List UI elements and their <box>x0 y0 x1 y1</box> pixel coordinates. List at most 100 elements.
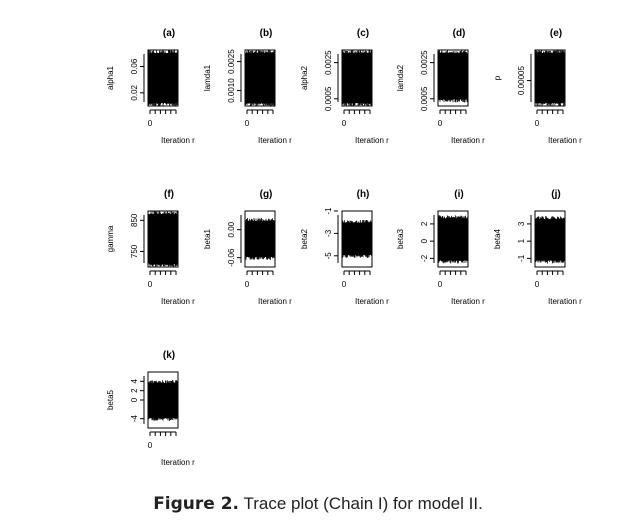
trace-line <box>147 211 179 267</box>
panel-label: (i) <box>454 189 463 200</box>
panel-label: (d) <box>453 28 466 39</box>
x-axis-label: Iteration r <box>161 297 195 306</box>
x-axis-label: Iteration r <box>161 458 195 467</box>
y-axis-label: beta4 <box>493 228 502 249</box>
y-tick-label: 750 <box>130 244 139 258</box>
plot-frame <box>244 49 276 107</box>
y-tick-label: -2 <box>420 254 429 262</box>
trace-line <box>534 50 566 106</box>
y-tick-label: 4 <box>130 379 139 384</box>
y-tick-label: -3 <box>324 229 333 237</box>
y-tick-label: 0 <box>130 397 139 402</box>
x-axis-label: Iteration r <box>548 136 582 145</box>
trace-panel: (f) 750 850 gamma 0 Iteration r <box>106 189 195 306</box>
trace-panel: (j) -1 1 3 beta4 0 Iteration r <box>493 189 582 306</box>
y-tick-label: 0.0010 <box>227 78 236 103</box>
y-axis-label: lamda1 <box>203 64 212 91</box>
trace-panel: (h) -5 -3 -1 beta2 0 Iteration r <box>300 189 389 306</box>
trace-line <box>244 50 276 106</box>
y-axis-label: alpha2 <box>300 65 309 90</box>
trace-line <box>147 380 179 421</box>
trace-line <box>341 219 373 258</box>
trace-panel: (e) 0.00005 p 0 Iteration r <box>493 28 582 145</box>
y-axis-label: gamma <box>106 225 115 252</box>
y-tick-label: 3 <box>517 221 526 226</box>
y-tick-label: 0 <box>420 238 429 243</box>
y-tick-label: 0.0005 <box>420 86 429 111</box>
x-axis-label: Iteration r <box>355 136 389 145</box>
x-tick-label: 0 <box>148 441 153 450</box>
trace-panel: (d) 0.0005 0.0025 lamda2 0 Iteration r <box>396 28 485 145</box>
y-tick-label: -4 <box>130 415 139 423</box>
plot-frame <box>147 371 179 429</box>
x-tick-label: 0 <box>342 119 347 128</box>
trace-panel: (b) 0.0010 0.0025 lamda1 0 Iteration r <box>203 28 292 145</box>
panel-label: (a) <box>163 28 175 39</box>
y-axis-label: beta1 <box>203 228 212 249</box>
x-tick-label: 0 <box>535 280 540 289</box>
y-axis-label: alpha1 <box>106 65 115 90</box>
panel-label: (c) <box>357 28 369 39</box>
x-axis-label: Iteration r <box>355 297 389 306</box>
y-tick-label: 0.0025 <box>227 49 236 74</box>
panel-label: (f) <box>164 189 174 200</box>
plot-frame <box>341 210 373 268</box>
x-tick-label: 0 <box>245 280 250 289</box>
panel-label: (j) <box>551 189 560 200</box>
caption-text: Trace plot (Chain I) for model II. <box>239 494 483 513</box>
plot-frame <box>534 210 566 268</box>
panel-label: (h) <box>357 189 370 200</box>
x-tick-label: 0 <box>342 280 347 289</box>
y-tick-label: 0.00 <box>227 221 236 237</box>
y-tick-label: 0.0025 <box>324 50 333 75</box>
x-tick-label: 0 <box>438 119 443 128</box>
x-axis-label: Iteration r <box>258 297 292 306</box>
figure-caption: Figure 2. Trace plot (Chain I) for model… <box>0 494 636 514</box>
x-axis-label: Iteration r <box>451 297 485 306</box>
y-tick-label: -1 <box>324 207 333 215</box>
panel-label: (k) <box>163 350 175 361</box>
trace-line <box>534 216 566 264</box>
y-tick-label: -1 <box>517 254 526 262</box>
plot-frame <box>147 49 179 107</box>
x-tick-label: 0 <box>535 119 540 128</box>
y-tick-label: 1 <box>517 238 526 243</box>
y-tick-label: 2 <box>130 388 139 393</box>
trace-panel: (i) -2 0 2 beta3 0 Iteration r <box>396 189 485 306</box>
y-axis-label: beta2 <box>300 228 309 249</box>
y-tick-label: 0.0005 <box>324 86 333 111</box>
y-tick-label: 0.06 <box>130 58 139 74</box>
trace-panel: (a) 0.02 0.06 alpha1 0 Iteration r <box>106 28 195 145</box>
plot-frame <box>437 49 469 107</box>
trace-panel: (g) -0.06 0.00 beta1 0 Iteration r <box>203 189 292 306</box>
x-tick-label: 0 <box>438 280 443 289</box>
trace-line <box>437 50 469 103</box>
y-axis-label: beta3 <box>396 228 405 249</box>
y-tick-label: 850 <box>130 213 139 227</box>
trace-line <box>341 50 373 106</box>
caption-prefix: Figure 2. <box>153 494 240 514</box>
trace-panel: (k) -4 0 2 4 beta5 0 Iteration r <box>106 350 195 467</box>
panel-label: (e) <box>550 28 562 39</box>
y-axis-label: lamda2 <box>396 64 405 91</box>
trace-line <box>147 50 179 106</box>
plot-frame <box>244 210 276 268</box>
y-tick-label: 0.02 <box>130 84 139 100</box>
x-axis-label: Iteration r <box>161 136 195 145</box>
x-axis-label: Iteration r <box>258 136 292 145</box>
y-tick-label: 0.0025 <box>420 50 429 75</box>
trace-panel: (c) 0.0005 0.0025 alpha2 0 Iteration r <box>300 28 389 145</box>
x-axis-label: Iteration r <box>451 136 485 145</box>
y-tick-label: -0.06 <box>227 248 236 267</box>
y-tick-label: -5 <box>324 252 333 260</box>
trace-line <box>437 215 469 264</box>
panel-label: (b) <box>260 28 273 39</box>
panel-label: (g) <box>260 189 273 200</box>
plot-frame <box>341 49 373 107</box>
x-tick-label: 0 <box>148 280 153 289</box>
y-tick-label: 0.00005 <box>517 66 526 95</box>
y-axis-label: p <box>493 75 502 80</box>
plot-frame <box>147 210 179 268</box>
x-axis-label: Iteration r <box>548 297 582 306</box>
